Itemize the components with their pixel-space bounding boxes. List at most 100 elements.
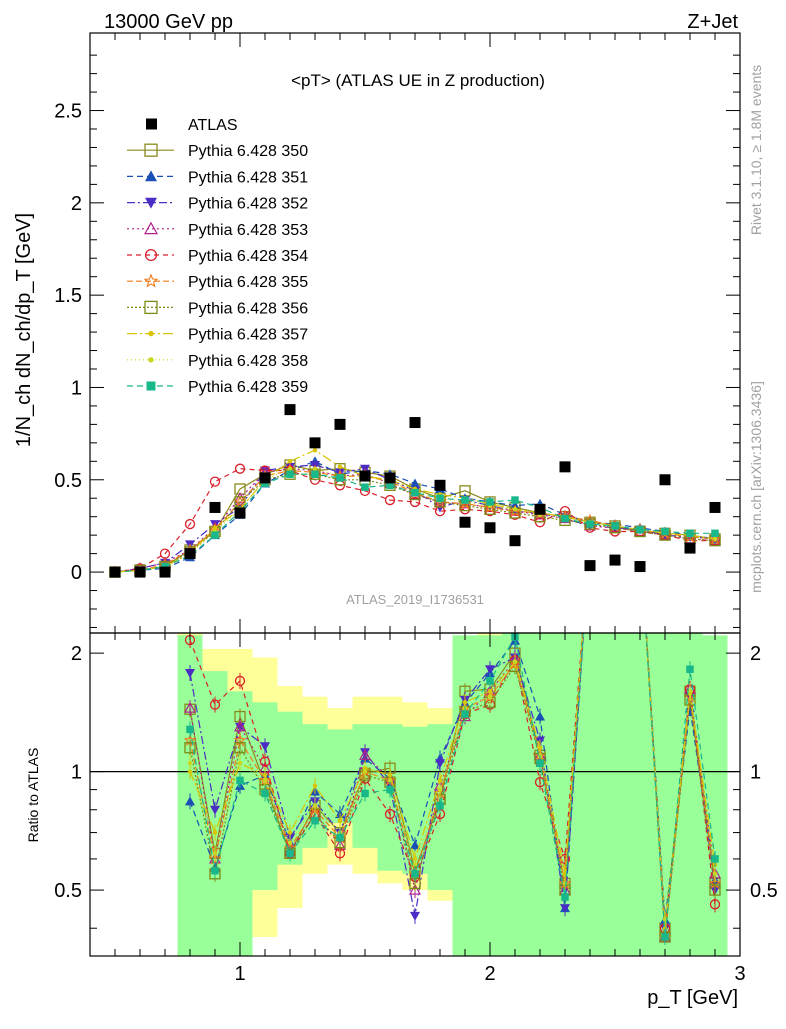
atlas-data-point: [310, 437, 321, 448]
series-359-ratio-point: [561, 893, 569, 901]
atlas-data-point: [560, 461, 571, 472]
series-359-ratio-point: [311, 817, 319, 825]
y-tick-label-ratio: 0.5: [54, 880, 82, 902]
atlas-data-point: [360, 471, 371, 482]
analysis-label: ATLAS_2019_I1736531: [346, 592, 484, 607]
legend-marker: [145, 275, 157, 286]
legend-label: Pythia 6.428 350: [188, 143, 308, 160]
series-359-ratio-point: [236, 777, 244, 785]
legend-atlas-marker: [146, 119, 157, 130]
series-359-ratio-point: [286, 850, 294, 858]
series-359-ratio-point: [386, 786, 394, 794]
atlas-data-point: [510, 535, 521, 546]
band-green-bin: [603, 633, 628, 956]
series-358-ratio-point: [438, 787, 443, 792]
rivet-label: Rivet 3.1.10, ≥ 1.8M events: [748, 65, 764, 235]
series-359-ratio-point: [261, 790, 269, 798]
plot-canvas: 1 2 3 0 0.5 1 1.5 2 2.5 0.5 0.5 1 1 2 2 ATLAS Pythia 6.…: [0, 0, 786, 1024]
y-tick-label-main: 1.5: [54, 285, 82, 307]
series-359-ratio-point: [486, 677, 494, 685]
series-358-ratio-point: [288, 840, 293, 845]
series-357-point: [288, 459, 293, 464]
series-358-point: [713, 537, 718, 542]
series-358-ratio-point: [363, 769, 368, 774]
series-359-point: [636, 526, 644, 534]
atlas-data-point: [235, 508, 246, 519]
series-359-point: [286, 470, 294, 478]
legend-label: Pythia 6.428 359: [188, 379, 308, 396]
mcplots-label: mcplots.cern.ch [arXiv:1306.3436]: [748, 381, 764, 593]
series-357-point: [313, 448, 318, 453]
y-tick-label-main: 2: [71, 193, 82, 215]
atlas-data-point: [635, 561, 646, 572]
series-358-ratio-point: [488, 694, 493, 699]
series-359-point: [361, 483, 369, 491]
series-359-point: [436, 494, 444, 502]
series-358-ratio-point: [713, 872, 718, 877]
x-tick-label: 3: [734, 963, 745, 985]
band-green-bin: [578, 633, 603, 956]
series-357-ratio-point: [213, 830, 218, 835]
y-tick-label-main: 1: [71, 377, 82, 399]
series-359-point: [561, 515, 569, 523]
legend-marker: [145, 223, 157, 234]
chart-title: <pT> (ATLAS UE in Z production): [291, 71, 545, 90]
atlas-data-point: [460, 517, 471, 528]
header-right: Z+Jet: [687, 11, 738, 33]
series-358-ratio-point: [238, 761, 243, 766]
y-tick-label-main: 0: [71, 562, 82, 584]
series-358-point: [288, 466, 293, 471]
legend-label: Pythia 6.428 357: [188, 327, 308, 344]
y-tick-label-main: 2.5: [54, 101, 82, 123]
legend-label: Pythia 6.428 358: [188, 353, 308, 370]
series-351-line: [115, 461, 715, 572]
atlas-data-point: [435, 480, 446, 491]
legend-label: ATLAS: [188, 117, 238, 134]
series-359-ratio-point: [536, 760, 544, 768]
series-359-point: [611, 522, 619, 530]
x-axis-label: p_T [GeV]: [647, 987, 738, 1009]
legend-label: Pythia 6.428 356: [188, 300, 308, 317]
series-359-ratio-point: [461, 710, 469, 718]
series-359-point: [336, 474, 344, 482]
chart-svg: 1 2 300.511.522.50.5 0.51 12 2 ATLASPythia 6.…: [0, 0, 786, 1024]
legend-label: Pythia 6.428 355: [188, 274, 308, 291]
series-359-ratio-point: [686, 666, 694, 674]
series-357-ratio-point: [288, 830, 293, 835]
legend-marker: [148, 357, 153, 362]
series-359-ratio-point: [711, 855, 719, 863]
atlas-data-point: [185, 548, 196, 559]
series-359-ratio-point: [336, 834, 344, 842]
atlas-data-point: [410, 417, 421, 428]
series-359-point: [586, 520, 594, 528]
series-358-ratio-point: [313, 803, 318, 808]
y-tick-label-ratio: 2: [71, 643, 82, 665]
series-359-point: [411, 489, 419, 497]
series-354-point: [211, 477, 220, 486]
legend-label: Pythia 6.428 351: [188, 169, 308, 186]
series-359-point: [686, 530, 694, 538]
atlas-data-point: [485, 522, 496, 533]
series-359-point: [711, 530, 719, 538]
atlas-data-point: [385, 472, 396, 483]
mc-lines: [110, 448, 720, 577]
series-359-point: [511, 496, 519, 504]
series-357-ratio-point: [338, 819, 343, 824]
x-tick-label: 2: [484, 963, 495, 985]
series-359-ratio-point: [361, 790, 369, 798]
series-359-point: [461, 496, 469, 504]
series-358-ratio-point: [263, 778, 268, 783]
series-358-ratio-point: [188, 761, 193, 766]
atlas-data-point: [585, 560, 596, 571]
atlas-data-point: [110, 567, 121, 578]
y-tick-label-main: 0.5: [54, 470, 82, 492]
series-359-ratio-point: [211, 867, 219, 875]
series-359-ratio-point: [411, 870, 419, 878]
atlas-data-point: [160, 567, 171, 578]
legend-marker: [145, 170, 157, 181]
series-357-line: [115, 450, 715, 572]
legend-marker: [145, 198, 157, 209]
legend-label: Pythia 6.428 352: [188, 196, 308, 213]
legend-label: Pythia 6.428 354: [188, 248, 308, 265]
series-359-point: [211, 531, 219, 539]
